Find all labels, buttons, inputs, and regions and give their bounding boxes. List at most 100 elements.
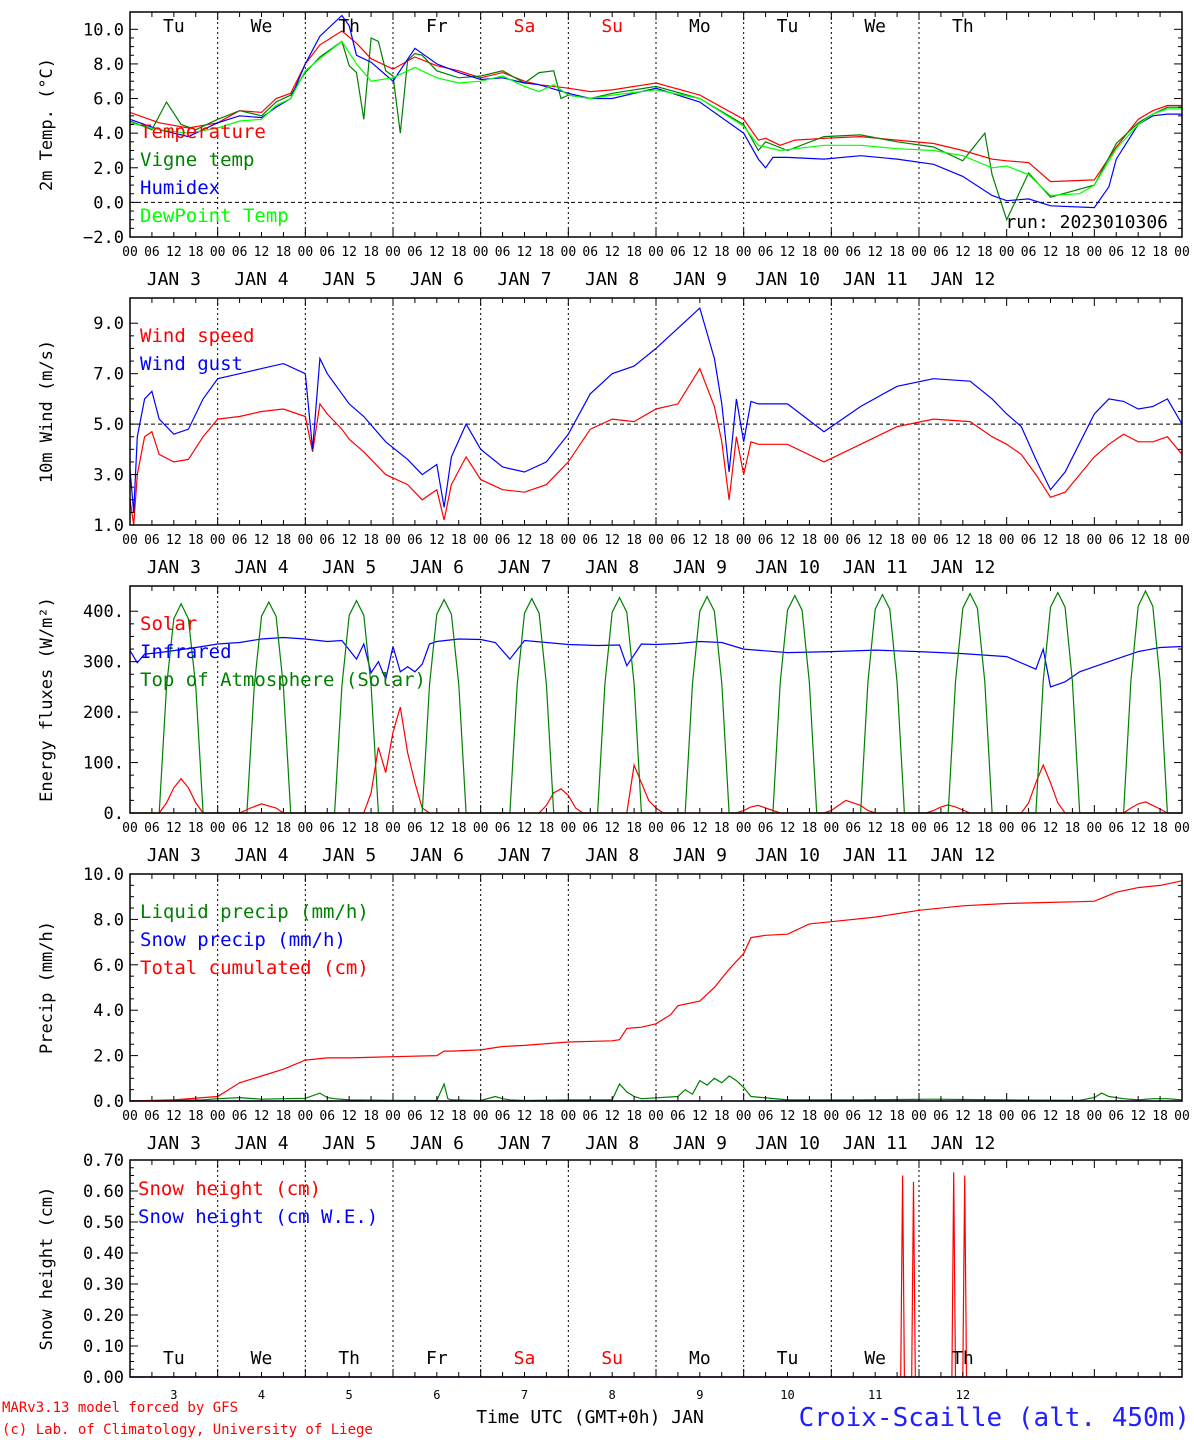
y-tick-label: 0.40: [83, 1244, 124, 1264]
hour-tick-label: 18: [451, 821, 467, 836]
hour-tick-label: 12: [1043, 821, 1059, 836]
hour-tick-label: 12: [1130, 821, 1146, 836]
hour-tick-label: 06: [407, 533, 423, 548]
hour-tick-label: 12: [341, 821, 357, 836]
series-line-wind-speed: [129, 367, 1183, 526]
y-tick-label: 100.: [83, 754, 124, 774]
hour-tick-label: 00: [210, 245, 226, 260]
hour-tick-label: 12: [867, 821, 883, 836]
date-label: JAN 10: [755, 269, 820, 290]
x-axis-label: Time UTC (GMT+0h) JAN: [476, 1407, 704, 1428]
hour-tick-label: 18: [1152, 533, 1168, 548]
date-label: JAN 10: [755, 557, 820, 578]
y-tick-label: 4.0: [93, 124, 124, 144]
date-label: JAN 7: [497, 1133, 551, 1154]
hour-tick-label: 18: [626, 245, 642, 260]
date-label: JAN 12: [930, 269, 995, 290]
hour-tick-label: 12: [604, 821, 620, 836]
hour-tick-label: 18: [714, 821, 730, 836]
y-tick-label: 0.0: [93, 1092, 124, 1112]
station-title: Croix-Scaille (alt. 450m): [799, 1403, 1190, 1433]
hour-tick-label: 00: [298, 245, 314, 260]
date-label: JAN 3: [147, 557, 201, 578]
hour-tick-label: 12: [604, 245, 620, 260]
legend-entry: Total cumulated (cm): [140, 957, 369, 979]
hour-tick-label: 00: [473, 1109, 489, 1124]
day-of-week-label: We: [864, 16, 886, 37]
hour-tick-label: 18: [802, 533, 818, 548]
date-label: JAN 6: [410, 1133, 464, 1154]
hour-tick-label: 18: [539, 245, 555, 260]
hour-tick-label: 18: [188, 1109, 204, 1124]
y-tick-label: 0.10: [83, 1337, 124, 1357]
hour-tick-label: 18: [363, 533, 379, 548]
hour-tick-label: 12: [780, 245, 796, 260]
hour-tick-label: 06: [495, 1109, 511, 1124]
y-tick-label: 0.0: [93, 193, 124, 213]
hour-tick-label: 12: [604, 533, 620, 548]
day-of-week-label: We: [251, 1348, 273, 1369]
day-of-week-label: Fr: [426, 16, 448, 37]
hour-tick-label: 00: [1087, 533, 1103, 548]
day-of-week-label: Th: [952, 16, 974, 37]
hour-tick-label: 12: [692, 245, 708, 260]
hour-tick-label: 18: [977, 821, 993, 836]
date-label: JAN 11: [843, 269, 908, 290]
hour-tick-label: 12: [341, 533, 357, 548]
legend-entry: Snow precip (mm/h): [140, 929, 346, 951]
date-label: JAN 8: [585, 845, 639, 866]
hour-tick-label: 18: [451, 533, 467, 548]
day-of-week-label: We: [251, 16, 273, 37]
hour-tick-label: 06: [1021, 245, 1037, 260]
hour-tick-label: 18: [539, 533, 555, 548]
hour-tick-label: 12: [166, 533, 182, 548]
hour-tick-label: 06: [758, 821, 774, 836]
y-tick-label: 1.0: [93, 516, 124, 536]
hour-tick-label: 06: [407, 245, 423, 260]
hour-tick-label: 00: [1174, 821, 1190, 836]
date-label: JAN 12: [930, 845, 995, 866]
hour-tick-label: 06: [319, 821, 335, 836]
hour-tick-label: 12: [517, 245, 533, 260]
hour-tick-label: 18: [626, 533, 642, 548]
hour-tick-label: 00: [473, 245, 489, 260]
hour-tick-label: 18: [626, 821, 642, 836]
day-number-label: 11: [868, 1388, 882, 1402]
hour-tick-label: 06: [933, 245, 949, 260]
date-label: JAN 7: [497, 557, 551, 578]
panel-1: −2.0 0.0 2.0 4.0 6.0 8.0 10.0 2m Temp. (°C) 00 06…: [37, 11, 1190, 290]
hour-tick-label: 00: [385, 533, 401, 548]
day-of-week-label: Th: [338, 16, 360, 37]
hour-tick-label: 00: [648, 821, 664, 836]
day-number-label: 9: [696, 1388, 703, 1402]
hour-tick-label: 06: [670, 821, 686, 836]
hour-tick-label: 06: [670, 533, 686, 548]
day-of-week-label: Su: [601, 1348, 623, 1369]
legend-entry: Snow height (cm W.E.): [138, 1206, 378, 1228]
hour-tick-label: 00: [999, 1109, 1015, 1124]
date-label: JAN 5: [322, 845, 376, 866]
date-label: JAN 3: [147, 845, 201, 866]
hour-tick-label: 12: [166, 1109, 182, 1124]
hour-tick-label: 06: [582, 821, 598, 836]
hour-tick-label: 06: [495, 821, 511, 836]
hour-tick-label: 12: [254, 821, 270, 836]
hour-tick-label: 12: [341, 1109, 357, 1124]
y-tick-label: 0.20: [83, 1306, 124, 1326]
day-of-week-label: Mo: [689, 16, 711, 37]
hour-tick-label: 00: [210, 821, 226, 836]
hour-tick-label: 12: [692, 533, 708, 548]
y-tick-label: 10.0: [83, 865, 124, 885]
date-label: JAN 7: [497, 845, 551, 866]
y-tick-label: 8.0: [93, 910, 124, 930]
hour-tick-label: 18: [539, 821, 555, 836]
hour-tick-label: 06: [933, 821, 949, 836]
series-line-infrared: [129, 636, 1183, 688]
date-label: JAN 11: [843, 845, 908, 866]
hour-tick-label: 00: [648, 533, 664, 548]
hour-tick-label: 12: [517, 1109, 533, 1124]
hour-tick-label: 18: [802, 245, 818, 260]
hour-tick-label: 12: [867, 245, 883, 260]
date-label: JAN 4: [234, 269, 288, 290]
hour-tick-label: 12: [1043, 533, 1059, 548]
